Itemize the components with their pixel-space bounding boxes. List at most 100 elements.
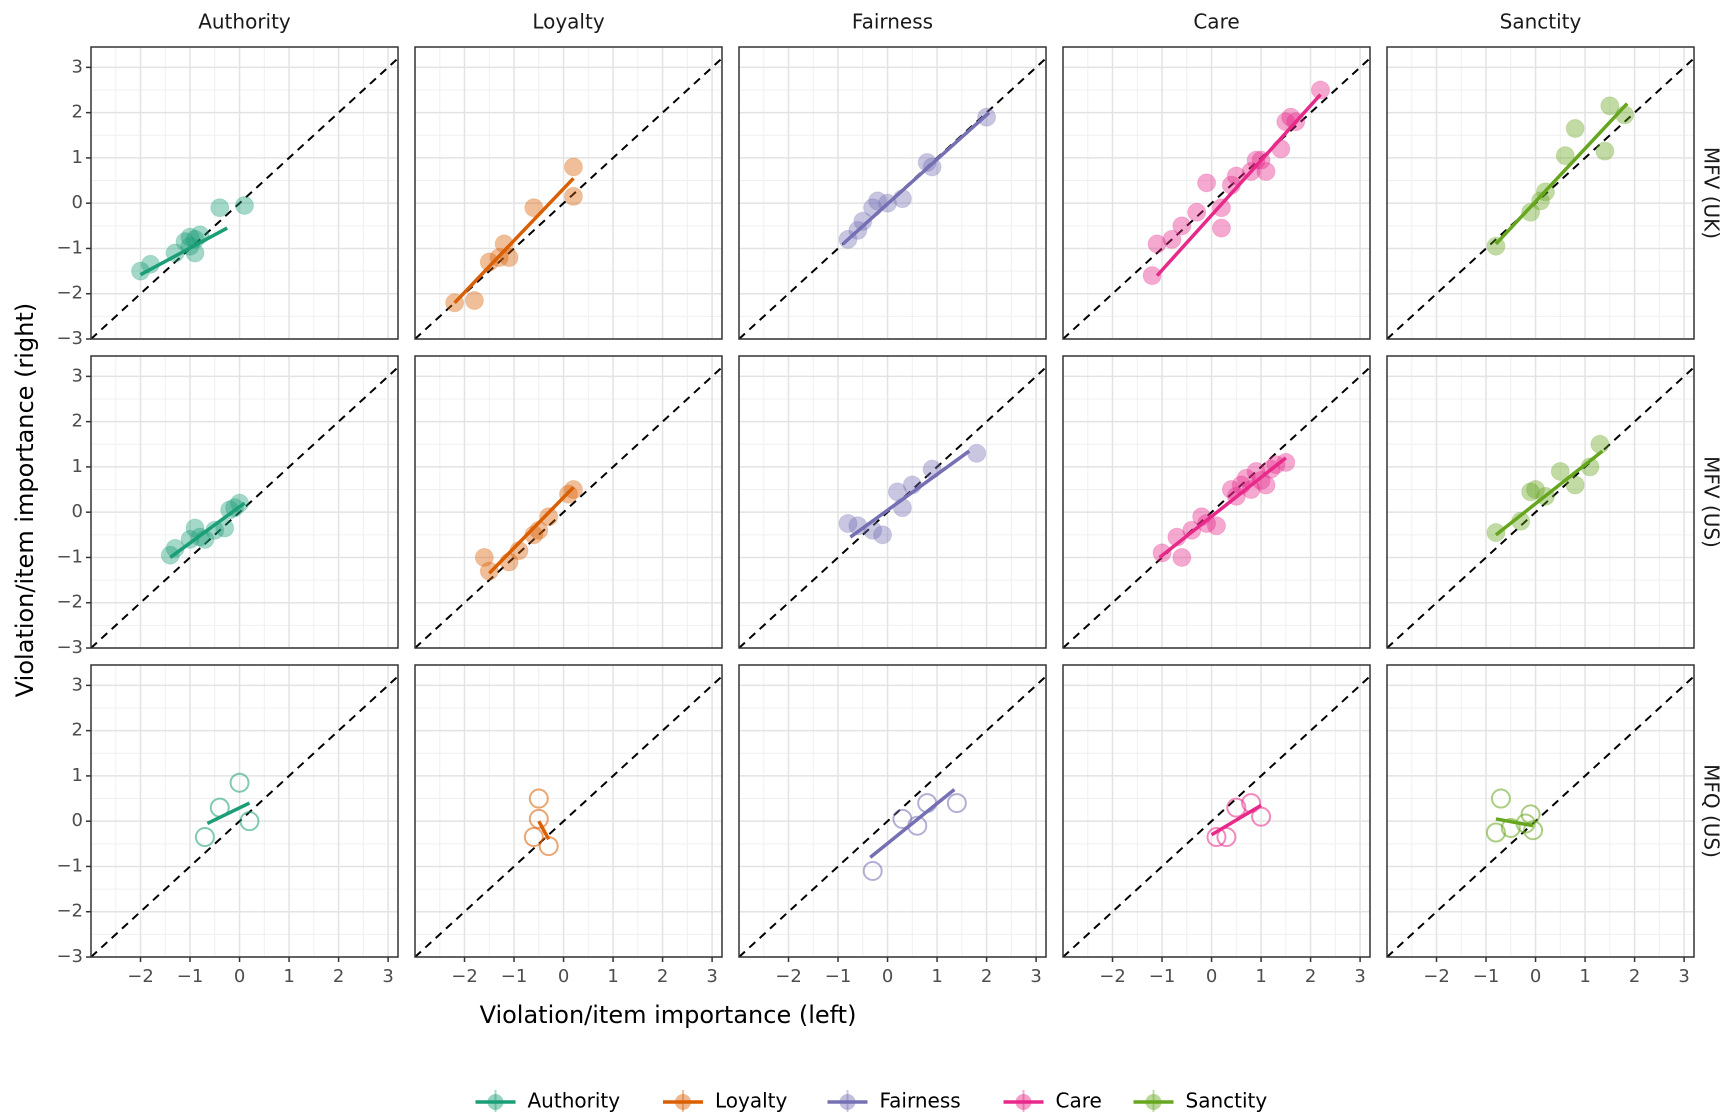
y-tick-label: 3 (72, 674, 83, 695)
point (1221, 480, 1241, 500)
point (1526, 480, 1546, 500)
point (524, 198, 544, 218)
point (528, 788, 549, 809)
point (1197, 173, 1217, 193)
panel-background (1387, 665, 1694, 957)
fit-line (869, 788, 956, 859)
fit-line (849, 449, 971, 539)
legend-swatch-point (487, 1094, 504, 1110)
point (464, 291, 484, 311)
x-tick-label: −2 (1423, 966, 1450, 987)
y-tick-label: −2 (56, 901, 83, 922)
y-tick-label: 2 (72, 411, 83, 432)
panel (414, 355, 723, 649)
point (1550, 461, 1570, 481)
legend-label: Care (1056, 1089, 1102, 1112)
x-tick-label: 1 (283, 966, 294, 987)
panel (90, 46, 399, 340)
y-tick-label: 1 (72, 456, 83, 477)
point (180, 529, 200, 549)
point (1226, 797, 1247, 818)
panel (738, 355, 1047, 649)
point (1521, 202, 1541, 222)
point (1147, 234, 1167, 254)
panel-content (415, 675, 722, 957)
panel-background (415, 665, 722, 957)
panel-background (91, 356, 398, 648)
fit-line (1495, 817, 1534, 828)
point (229, 772, 250, 793)
panel-border (1386, 355, 1695, 649)
point (563, 186, 583, 206)
panel-background (1063, 356, 1370, 648)
point (1565, 118, 1585, 138)
point (1271, 139, 1291, 159)
point (1172, 216, 1192, 236)
row-strip-label: MFV (UK) (1700, 147, 1724, 239)
point (1485, 822, 1506, 843)
x-tick-label: 3 (382, 966, 393, 987)
point (1142, 266, 1162, 286)
point (1521, 482, 1541, 502)
point (1500, 817, 1521, 838)
point (1256, 475, 1276, 495)
point (1251, 806, 1272, 827)
point (1520, 804, 1541, 825)
panel-background (1063, 665, 1370, 957)
point (230, 493, 250, 513)
x-tick-label: 2 (333, 966, 344, 987)
panel (738, 664, 1047, 958)
point (160, 545, 180, 565)
panel-content (1063, 57, 1370, 339)
fit-line (453, 177, 575, 304)
x-tick-label: −2 (775, 966, 802, 987)
panel-border (1386, 46, 1695, 340)
panel-background (91, 47, 398, 339)
point (563, 157, 583, 177)
panel (1386, 355, 1695, 649)
y-tick-label: −2 (56, 592, 83, 613)
x-tick-label: 1 (931, 966, 942, 987)
legend-label: Authority (528, 1089, 621, 1112)
point (1256, 161, 1276, 181)
y-tick-label: −1 (56, 237, 83, 258)
point (1216, 827, 1237, 848)
point (1241, 480, 1261, 500)
point (1162, 229, 1182, 249)
y-axis-label: Violation/item importance (right) (11, 303, 39, 697)
point (1490, 788, 1511, 809)
panel-background (1387, 47, 1694, 339)
x-tick-label: −1 (501, 966, 528, 987)
point (1486, 523, 1506, 543)
x-tick-label: 1 (1255, 966, 1266, 987)
x-tick-label: 3 (1354, 966, 1365, 987)
x-tick-label: 2 (981, 966, 992, 987)
panel-content (1063, 366, 1370, 648)
panel (1062, 664, 1371, 958)
panel (90, 664, 399, 958)
point (946, 793, 967, 814)
x-tick-label: −1 (1149, 966, 1176, 987)
panel-border (414, 46, 723, 340)
panel-content (91, 57, 398, 339)
point (853, 211, 873, 231)
legend-swatch-point (1015, 1094, 1032, 1110)
point (1531, 191, 1550, 211)
point (1152, 543, 1172, 563)
point (235, 195, 254, 215)
x-tick-label: 0 (1206, 966, 1217, 987)
x-tick-label: 1 (1579, 966, 1590, 987)
fit-line (537, 820, 551, 841)
panel (1386, 46, 1695, 340)
x-tick-label: 0 (882, 966, 893, 987)
y-tick-label: 0 (72, 192, 83, 213)
panel (414, 46, 723, 340)
panel-border (90, 46, 399, 340)
panel-content (415, 366, 722, 648)
panel-border (90, 664, 399, 958)
fit-line (1210, 803, 1262, 837)
panel-background (739, 665, 1046, 957)
point (239, 811, 260, 832)
panel-border (1062, 664, 1371, 958)
